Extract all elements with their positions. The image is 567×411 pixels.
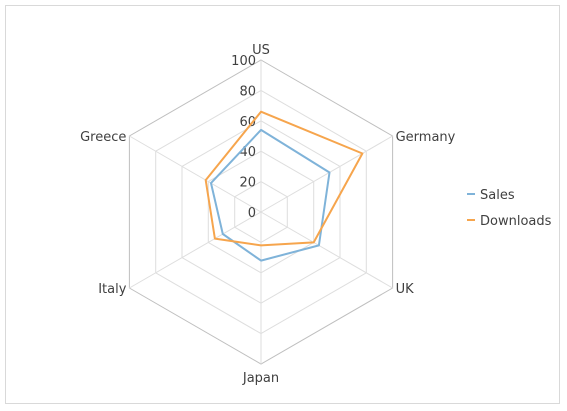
category-label: Germany (396, 130, 456, 145)
category-label: UK (396, 282, 415, 297)
grid-spoke (129, 135, 262, 213)
radial-tick-label: 20 (239, 176, 256, 191)
legend-label: Downloads (480, 214, 552, 229)
radar-grid (128, 59, 394, 365)
radial-tick-label: 40 (239, 145, 256, 160)
category-label: US (252, 43, 270, 58)
radial-tick-label: 60 (239, 115, 256, 130)
legend-item-sales[interactable]: Sales (467, 188, 515, 203)
radial-tick-label: 0 (248, 206, 256, 221)
legend-label: Sales (480, 188, 515, 203)
radial-tick-labels: 0 20 40 60 80 100 (231, 54, 256, 221)
grid-spoke (129, 211, 262, 289)
radial-tick-label: 100 (231, 54, 256, 69)
category-labels: US Germany UK Japan Italy Greece (80, 43, 456, 386)
category-label: Italy (98, 282, 127, 297)
category-label: Greece (80, 130, 126, 145)
series-lines (204, 110, 364, 262)
radial-tick-label: 80 (239, 84, 256, 99)
radar-chart: 0 20 40 60 80 100 US Germany UK Japan Italy Greece… (80, 43, 552, 386)
chart-frame: 0 20 40 60 80 100 US Germany UK Japan Italy Greece… (5, 5, 560, 404)
grid-spoke (260, 135, 393, 213)
legend-item-downloads[interactable]: Downloads (467, 214, 552, 229)
series-line-sales (210, 128, 331, 262)
legend[interactable]: Sales Downloads (467, 188, 552, 229)
category-label: Japan (242, 371, 279, 386)
series-line-downloads (204, 110, 364, 247)
grid-spoke (260, 211, 393, 289)
